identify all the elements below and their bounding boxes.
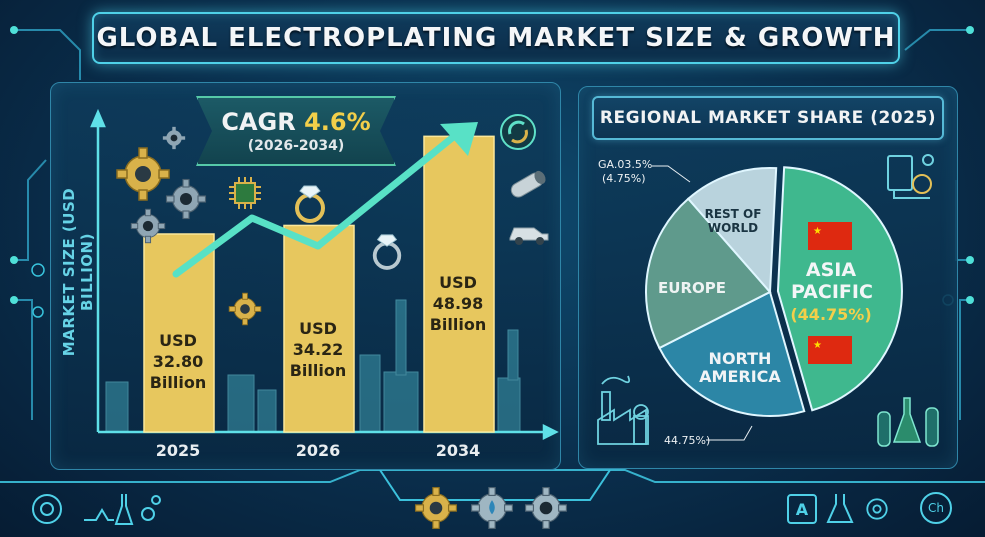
x-tick-label: 2034 (435, 441, 481, 460)
flask-icon (877, 397, 939, 447)
growth-arrow (172, 134, 456, 278)
pie-slice-north-america (658, 290, 806, 417)
growth-arrow-head (440, 122, 478, 156)
bar-data-label: USD 32.80 Billion (149, 331, 207, 392)
pie-slice-europe (645, 197, 772, 350)
page-title-box: GLOBAL ELECTROPLATING MARKET SIZE & GROW… (92, 12, 900, 64)
cagr-label: CAGR (221, 108, 296, 136)
skyline-illustration (105, 299, 521, 433)
car-icon (509, 227, 549, 245)
gear-icon (165, 178, 207, 220)
regional-title-box: REGIONAL MARKET SHARE (2025) (592, 96, 944, 140)
bar-data-label: USD 48.98 Billion (429, 273, 487, 334)
bar-2026 (283, 224, 355, 433)
page-title: GLOBAL ELECTROPLATING MARKET SIZE & GROW… (96, 23, 896, 53)
pie-label-asia-pacific: ASIA PACIFIC (44.75%) (790, 259, 873, 324)
x-tick-label: 2026 (295, 441, 341, 460)
bar-2025 (143, 233, 215, 433)
cagr-value: 4.6% (304, 108, 371, 136)
gear-icon (130, 208, 166, 244)
ring-icon (372, 234, 402, 270)
pie-label-north-america: NORTH AMERICA (699, 349, 781, 387)
pie-label-rest-of-world: REST OF WORLD (704, 207, 762, 235)
chemistry-icon: Ch (920, 492, 952, 524)
gear-icon (228, 292, 262, 326)
gear-icon (414, 486, 458, 530)
water-drop-gear-icon (470, 486, 514, 530)
chip-icon (229, 177, 261, 209)
pie-callout: GA.03.5% (4.75%) (598, 158, 653, 186)
chemistry-icon (84, 494, 161, 525)
x-tick-label: 2025 (155, 441, 201, 460)
china-flag-icon: ★ (808, 336, 852, 364)
letter-a-icon: A (787, 494, 817, 524)
factory-icon (597, 375, 649, 445)
flask-icon (826, 494, 854, 523)
gear-icon (116, 147, 170, 201)
settings-gear-icon (524, 486, 568, 530)
svg-text:★: ★ (813, 340, 822, 351)
bar-data-label: USD 34.22 Billion (289, 319, 347, 380)
gear-icon (866, 498, 888, 520)
ring-icon (295, 185, 325, 223)
pie-label-europe: EUROPE (658, 279, 726, 297)
bar-2034 (423, 135, 495, 433)
svg-text:★: ★ (813, 226, 822, 237)
pie-callout: 44.75%) (664, 434, 711, 447)
cagr-badge: CAGR 4.6% (2026-2034) (196, 96, 396, 166)
pipe-icon (510, 170, 546, 198)
china-flag-icon: ★ (808, 222, 852, 250)
cagr-period: (2026-2034) (247, 138, 345, 154)
pie-slice-rest-of-world (686, 167, 778, 295)
recycle-icon (500, 114, 536, 150)
lab-equipment-icon (887, 154, 934, 199)
recycle-icon (32, 494, 62, 524)
regional-title: REGIONAL MARKET SHARE (2025) (599, 108, 937, 128)
gear-icon (162, 126, 186, 150)
